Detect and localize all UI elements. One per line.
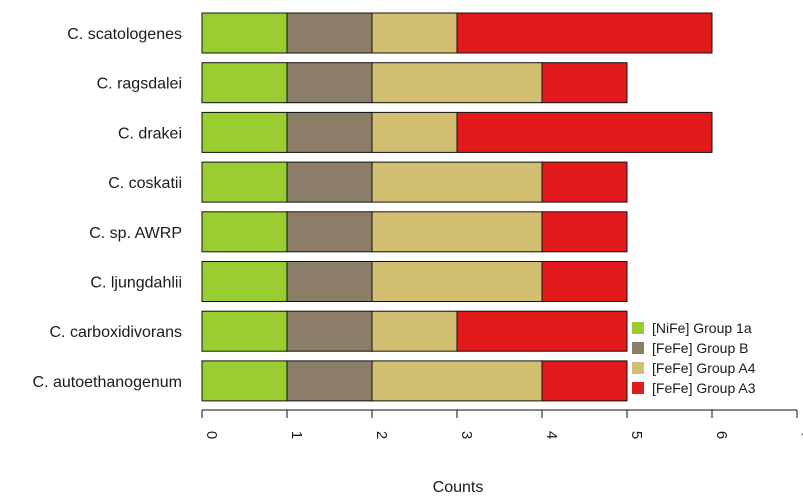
- bar-c-sp-awrp-nife-group-1a: [201, 211, 288, 253]
- bar-c-autoethanogenum-fefe-group-a4: [371, 360, 543, 402]
- bar-c-ljungdahlii-fefe-group-a4: [371, 261, 543, 302]
- category-label: C. autoethanogenum: [33, 374, 182, 391]
- legend-swatch-nife-group-1a: [632, 322, 644, 334]
- x-tick-label: 0: [203, 431, 220, 439]
- bar-c-scatologenes-fefe-group-b: [286, 12, 373, 54]
- bar-c-carboxidivorans-fefe-group-a4: [371, 310, 458, 352]
- bar-c-sp-awrp-fefe-group-a4: [371, 211, 543, 253]
- category-label: C. ragsdalei: [97, 76, 182, 93]
- bar-c-carboxidivorans-fefe-group-b: [286, 310, 373, 352]
- category-label: C. ljungdahlii: [90, 275, 182, 292]
- bar-c-coskatii-fefe-group-b: [286, 161, 373, 203]
- bar-c-scatologenes-nife-group-1a: [201, 12, 288, 54]
- bar-c-ljungdahlii-fefe-group-a3: [541, 261, 628, 302]
- bar-c-coskatii-fefe-group-a4: [371, 161, 543, 203]
- bar-c-coskatii-nife-group-1a: [201, 161, 288, 203]
- bar-c-carboxidivorans-fefe-group-a3: [456, 310, 628, 352]
- bar-c-ragsdalei-fefe-group-b: [286, 62, 373, 104]
- legend-label: [NiFe] Group 1a: [652, 320, 752, 336]
- bar-c-coskatii-fefe-group-a3: [541, 161, 628, 203]
- x-axis: 0 1 2 3 4 5 6 7: [201, 409, 803, 439]
- bar-c-ragsdalei-fefe-group-a3: [541, 62, 628, 104]
- bar-c-scatologenes-fefe-group-a4: [371, 12, 458, 54]
- legend-swatch-fefe-group-a4: [632, 362, 644, 374]
- bar-c-ljungdahlii-nife-group-1a: [201, 261, 288, 302]
- bar-c-drakei-fefe-group-b: [286, 111, 373, 153]
- category-labels: C. scatologenes C. ragsdalei C. drakei C. c…: [33, 26, 182, 391]
- x-tick-label: 7: [798, 431, 803, 439]
- bar-c-ljungdahlii-fefe-group-b: [286, 261, 373, 302]
- x-axis-title: Counts: [433, 479, 484, 496]
- category-label: C. scatologenes: [67, 26, 182, 43]
- bar-c-drakei-fefe-group-a4: [371, 111, 458, 153]
- bar-c-autoethanogenum-nife-group-1a: [201, 360, 288, 402]
- x-tick-label: 1: [288, 431, 305, 439]
- bar-c-ragsdalei-nife-group-1a: [201, 62, 288, 104]
- bar-c-ragsdalei-fefe-group-a4: [371, 62, 543, 104]
- category-label: C. coskatii: [108, 175, 182, 192]
- legend-label: [FeFe] Group A3: [652, 380, 756, 396]
- bar-c-carboxidivorans-nife-group-1a: [201, 310, 288, 352]
- legend-label: [FeFe] Group B: [652, 340, 748, 356]
- bars-group: [201, 12, 713, 402]
- legend-label: [FeFe] Group A4: [652, 360, 756, 376]
- x-tick-label: 3: [458, 431, 475, 439]
- bar-c-drakei-fefe-group-a3: [456, 111, 713, 153]
- bar-c-autoethanogenum-fefe-group-b: [286, 360, 373, 402]
- bar-c-drakei-nife-group-1a: [201, 111, 288, 153]
- category-label: C. carboxidivorans: [50, 324, 183, 341]
- bar-c-sp-awrp-fefe-group-b: [286, 211, 373, 253]
- x-tick-label: 4: [543, 431, 560, 439]
- legend: [NiFe] Group 1a [FeFe] Group B [FeFe] Grou…: [632, 320, 756, 396]
- x-tick-label: 2: [373, 431, 390, 439]
- bar-c-autoethanogenum-fefe-group-a3: [541, 360, 628, 402]
- x-tick-label: 5: [628, 431, 645, 439]
- legend-swatch-fefe-group-b: [632, 342, 644, 354]
- category-label: C. sp. AWRP: [89, 225, 182, 242]
- x-tick-label: 6: [713, 431, 730, 439]
- legend-swatch-fefe-group-a3: [632, 382, 644, 394]
- bar-c-sp-awrp-fefe-group-a3: [541, 211, 628, 253]
- category-label: C. drakei: [118, 125, 182, 142]
- bar-c-scatologenes-fefe-group-a3: [456, 12, 713, 54]
